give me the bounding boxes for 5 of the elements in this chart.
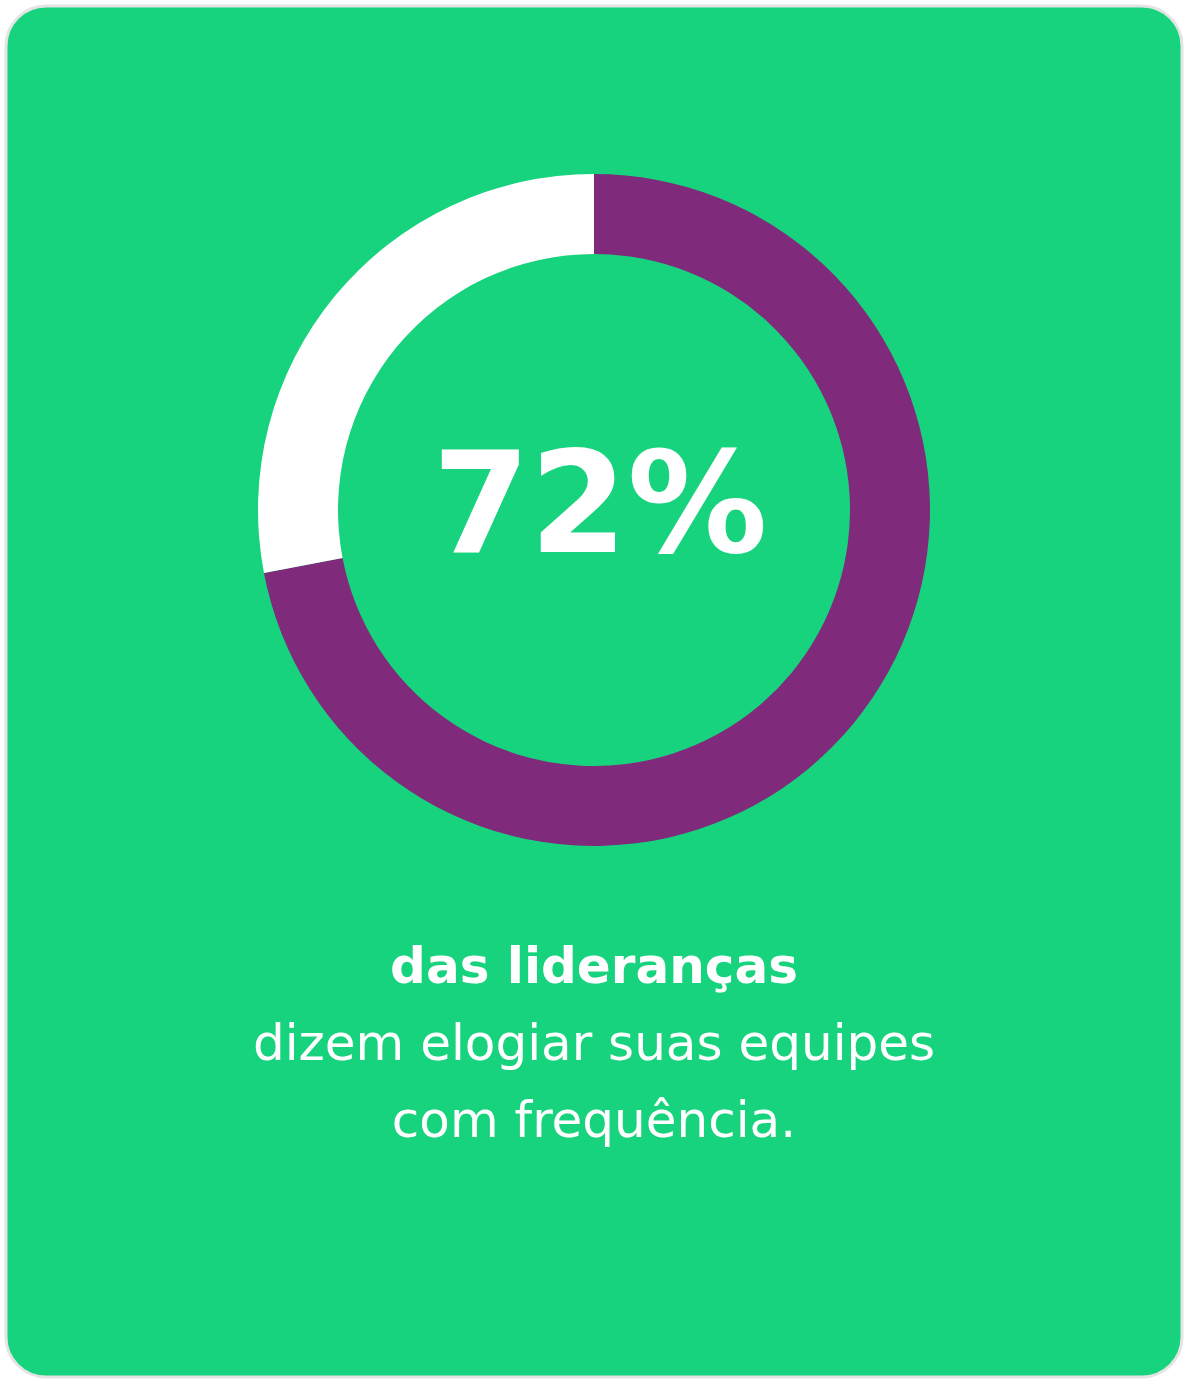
text: com frequência. (391, 1091, 797, 1149)
text: das lideranças (390, 937, 798, 995)
text: dizem elogiar suas equipes (252, 1014, 936, 1072)
donut-slice (263, 174, 930, 846)
data-label: 72% (432, 422, 768, 585)
